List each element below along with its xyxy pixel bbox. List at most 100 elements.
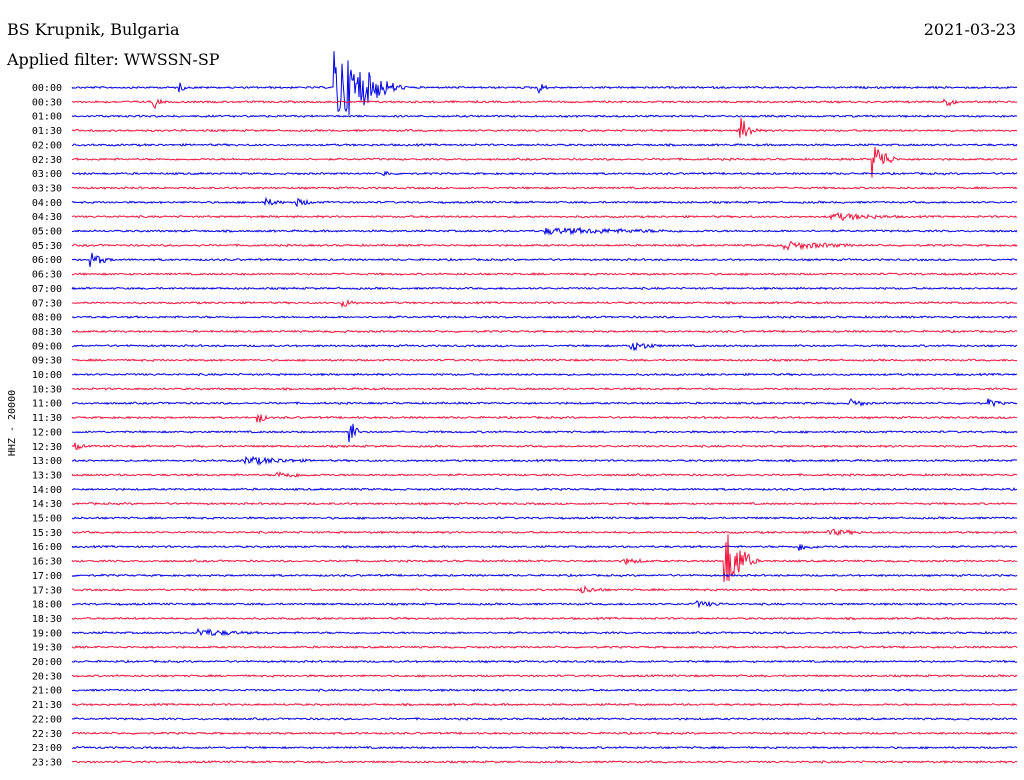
seismic-trace — [71, 528, 1018, 536]
trace-time-label: 17:00 — [32, 571, 62, 582]
trace-time-label: 07:30 — [32, 298, 62, 309]
seismic-trace — [71, 226, 1018, 236]
seismic-trace — [71, 731, 1018, 736]
trace-time-label: 13:30 — [32, 470, 62, 481]
trace-time-label: 09:00 — [32, 341, 62, 352]
trace-time-label: 15:30 — [32, 528, 62, 539]
seismic-trace — [71, 51, 1018, 116]
trace-time-label: 20:30 — [32, 671, 62, 682]
seismic-trace — [71, 716, 1018, 721]
seismic-trace — [71, 286, 1018, 291]
trace-time-label: 13:00 — [32, 456, 62, 467]
seismic-trace — [71, 196, 1018, 208]
seismic-trace — [71, 170, 1018, 177]
trace-time-label: 21:30 — [32, 700, 62, 711]
seismic-trace — [71, 358, 1018, 363]
trace-time-label: 11:00 — [32, 399, 62, 410]
trace-time-label: 01:30 — [32, 126, 62, 137]
seismic-trace — [71, 516, 1018, 520]
trace-time-label: 19:30 — [32, 643, 62, 654]
y-axis-label: HHZ - 20000 — [7, 390, 18, 456]
trace-time-label: 22:00 — [32, 714, 62, 725]
seismic-trace — [71, 398, 1018, 408]
trace-time-label: 20:00 — [32, 657, 62, 668]
trace-time-label: 15:00 — [32, 514, 62, 525]
trace-time-label: 12:30 — [32, 442, 62, 453]
trace-time-label: 14:30 — [32, 499, 62, 510]
seismic-trace — [71, 442, 1018, 451]
seismic-trace — [71, 688, 1018, 693]
seismic-trace — [71, 240, 1018, 251]
seismic-trace — [71, 341, 1018, 352]
trace-time-label: 23:00 — [32, 743, 62, 754]
seismic-trace — [71, 298, 1018, 309]
trace-time-label: 19:00 — [32, 628, 62, 639]
trace-time-label: 06:30 — [32, 270, 62, 281]
seismic-trace — [71, 252, 1018, 267]
seismic-trace — [71, 673, 1018, 678]
trace-time-label: 03:30 — [32, 183, 62, 194]
trace-time-label: 07:00 — [32, 284, 62, 295]
seismic-trace — [71, 117, 1018, 138]
trace-time-label: 21:00 — [32, 686, 62, 697]
trace-time-label: 22:30 — [32, 729, 62, 740]
trace-time-label: 04:30 — [32, 212, 62, 223]
trace-time-label: 05:30 — [32, 241, 62, 252]
seismic-trace — [71, 413, 1018, 423]
trace-time-label: 23:30 — [32, 757, 62, 768]
seismic-trace — [71, 702, 1018, 707]
trace-time-label: 08:30 — [32, 327, 62, 338]
trace-time-label: 00:30 — [32, 97, 62, 108]
trace-time-label: 11:30 — [32, 413, 62, 424]
seismic-trace — [71, 142, 1018, 147]
seismic-trace — [71, 501, 1018, 506]
trace-time-label: 14:00 — [32, 485, 62, 496]
trace-time-label: 06:00 — [32, 255, 62, 266]
trace-time-label: 10:30 — [32, 384, 62, 395]
seismic-trace — [71, 659, 1018, 664]
trace-time-label: 00:00 — [32, 83, 62, 94]
seismic-trace — [71, 423, 1018, 443]
seismic-trace — [71, 372, 1017, 377]
seismic-trace — [71, 600, 1018, 609]
date-label: 2021-03-23 — [923, 20, 1016, 39]
seismic-trace — [71, 114, 1018, 119]
trace-time-label: 02:00 — [32, 140, 62, 151]
seismic-trace — [71, 185, 1018, 190]
seismic-trace — [71, 98, 1018, 110]
trace-time-label: 09:30 — [32, 356, 62, 367]
seismic-trace — [71, 271, 1018, 277]
seismic-trace — [72, 584, 1018, 594]
trace-time-label: 02:30 — [32, 155, 62, 166]
seismic-trace — [71, 386, 1018, 392]
trace-time-label: 01:00 — [32, 112, 62, 123]
seismic-trace — [71, 645, 1018, 650]
trace-time-label: 05:00 — [32, 227, 62, 238]
seismic-trace — [71, 543, 1018, 551]
seismic-trace — [71, 315, 1018, 319]
filter-label: Applied filter: WWSSN-SP — [7, 50, 220, 69]
trace-time-label: 16:30 — [32, 557, 62, 568]
time-label-group: 00:00 00:30 01:00 01:30 02:00 02:30 03:00 03:30… — [32, 83, 62, 768]
trace-time-label: 04:00 — [32, 198, 62, 209]
seismic-trace — [71, 455, 1018, 466]
seismic-trace — [71, 616, 1018, 621]
trace-time-label: 18:30 — [32, 614, 62, 625]
trace-time-label: 10:00 — [32, 370, 62, 381]
seismic-trace — [71, 329, 1018, 334]
seismic-trace — [71, 573, 1018, 578]
trace-time-label: 12:00 — [32, 427, 62, 438]
seismic-trace — [72, 211, 1018, 222]
trace-time-label: 08:00 — [32, 313, 62, 324]
seismic-trace — [71, 534, 1018, 582]
trace-time-label: 18:00 — [32, 600, 62, 611]
trace-time-label: 17:30 — [32, 585, 62, 596]
seismic-trace — [71, 745, 1018, 750]
trace-time-label: 03:00 — [32, 169, 62, 180]
seismic-trace — [71, 487, 1018, 492]
seismic-trace — [71, 146, 1018, 178]
seismic-trace — [71, 627, 1018, 637]
trace-time-label: 16:00 — [32, 542, 62, 553]
trace-group — [71, 51, 1018, 764]
